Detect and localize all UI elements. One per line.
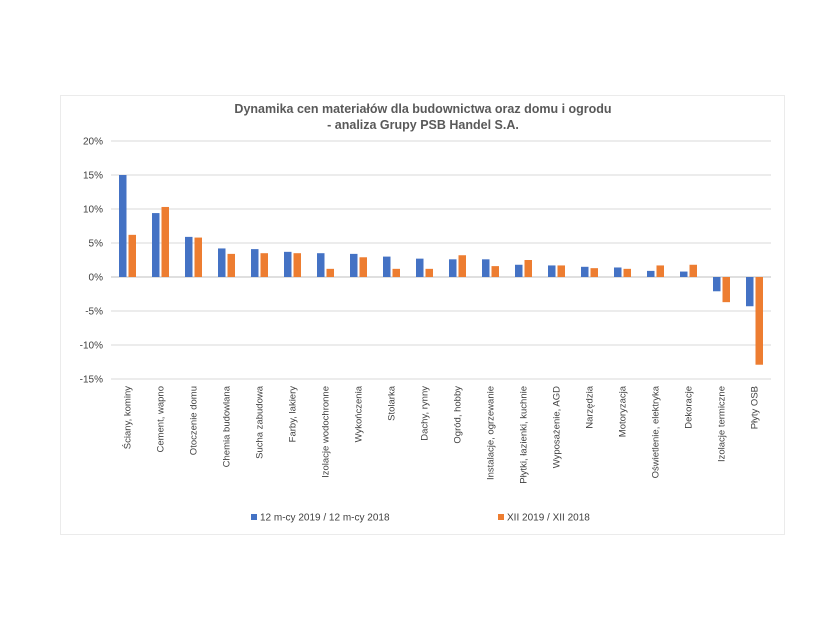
x-tick-label: Instalacje, ogrzewanie [486, 386, 497, 480]
legend-label-1: 12 m-cy 2019 / 12 m-cy 2018 [260, 513, 390, 524]
bar-series-1 [647, 270, 655, 277]
bar-series-1 [284, 251, 292, 277]
bar-series-1 [482, 259, 490, 277]
bar-series-1 [317, 253, 325, 277]
bar-series-1 [383, 256, 391, 277]
x-tick-label: Płyty OSB [750, 386, 761, 429]
bar-series-2 [161, 206, 169, 277]
bar-series-1 [746, 277, 754, 307]
bar-series-1 [581, 266, 589, 277]
x-tick-label: Izolacje termiczne [717, 386, 728, 462]
bar-series-2 [524, 260, 532, 277]
gridlines [111, 140, 771, 380]
bar-series-2 [128, 234, 136, 277]
y-tick-label: -15% [80, 375, 103, 386]
bar-series-1 [152, 213, 160, 277]
x-tick-label: Chemia budowlana [222, 385, 233, 467]
chart-area: Dynamika cen materiałów dla budownictwa … [60, 95, 785, 535]
bar-series-1 [119, 175, 127, 277]
bar-series-1 [350, 253, 358, 277]
bar-series-2 [458, 255, 466, 277]
y-tick-label: 0% [89, 273, 104, 284]
bar-series-2 [557, 265, 565, 277]
bar-series-1 [515, 264, 523, 277]
bar-series-2 [227, 253, 235, 277]
x-tick-label: Izolacje wodochronne [321, 386, 332, 478]
legend-swatch-1 [251, 514, 257, 520]
x-tick-label: Narzędzia [585, 385, 596, 428]
legend-swatch-2 [498, 514, 504, 520]
bar-series-1 [713, 277, 721, 292]
bar-series-2 [722, 277, 730, 303]
x-tick-label: Sucha zabudowa [255, 385, 266, 459]
bar-series-2 [359, 257, 367, 277]
bar-series-2 [755, 277, 763, 365]
chart-title-line-1: Dynamika cen materiałów dla budownictwa … [234, 102, 611, 116]
bar-series-1 [251, 249, 259, 277]
bars [119, 175, 763, 365]
x-tick-label: Ściany, kominy [122, 386, 134, 449]
x-tick-label: Oświetlenie, elektryka [651, 385, 662, 478]
y-tick-label: -10% [80, 341, 103, 352]
bar-chart: Dynamika cen materiałów dla budownictwa … [80, 102, 771, 524]
x-tick-label: Wykończenia [354, 385, 365, 442]
bar-series-2 [656, 265, 664, 277]
chart-title: Dynamika cen materiałów dla budownictwa … [234, 102, 611, 132]
bar-series-1 [614, 267, 622, 277]
y-axis-ticks: 20% 15% 10% 5% 0% -5% -10% -15% [80, 137, 103, 386]
x-tick-label: Dachy, rynny [420, 386, 431, 441]
y-tick-label: 15% [83, 171, 103, 182]
x-tick-label: Płytki, łazienki, kuchnie [519, 386, 530, 484]
bar-series-2 [392, 268, 400, 277]
bar-series-2 [425, 268, 433, 277]
x-axis-ticks: Ściany, kominy Cement, wapno Otoczenie dom… [122, 385, 761, 483]
bar-series-1 [680, 271, 688, 277]
legend: 12 m-cy 2019 / 12 m-cy 2018 XII 2019 / XI… [251, 513, 590, 524]
bar-series-1 [416, 258, 424, 277]
bar-series-2 [260, 253, 268, 277]
chart-title-line-2: - analiza Grupy PSB Handel S.A. [327, 118, 519, 132]
x-tick-label: Otoczenie domu [189, 386, 200, 455]
x-tick-label: Dekoracje [684, 386, 695, 429]
y-tick-label: -5% [85, 307, 103, 318]
bar-series-2 [689, 264, 697, 277]
y-tick-label: 20% [83, 137, 103, 148]
x-tick-label: Farby, lakiery [288, 386, 299, 443]
x-tick-label: Stolarka [387, 385, 398, 421]
bar-series-2 [623, 268, 631, 277]
bar-series-2 [590, 268, 598, 277]
x-tick-label: Motoryzacja [618, 385, 629, 437]
y-tick-label: 5% [89, 239, 104, 250]
x-tick-label: Ogród, hobby [453, 386, 464, 444]
bar-series-1 [218, 248, 226, 277]
bar-series-2 [326, 268, 334, 277]
legend-label-2: XII 2019 / XII 2018 [507, 513, 590, 524]
x-tick-label: Cement, wapno [156, 386, 167, 453]
bar-series-2 [293, 253, 301, 277]
bar-series-1 [449, 259, 457, 277]
bar-series-2 [491, 266, 499, 277]
bar-series-1 [548, 265, 556, 277]
y-tick-label: 10% [83, 205, 103, 216]
x-tick-label: Wyposażenie, AGD [552, 386, 563, 468]
bar-series-1 [185, 236, 193, 277]
bar-series-2 [194, 237, 202, 277]
